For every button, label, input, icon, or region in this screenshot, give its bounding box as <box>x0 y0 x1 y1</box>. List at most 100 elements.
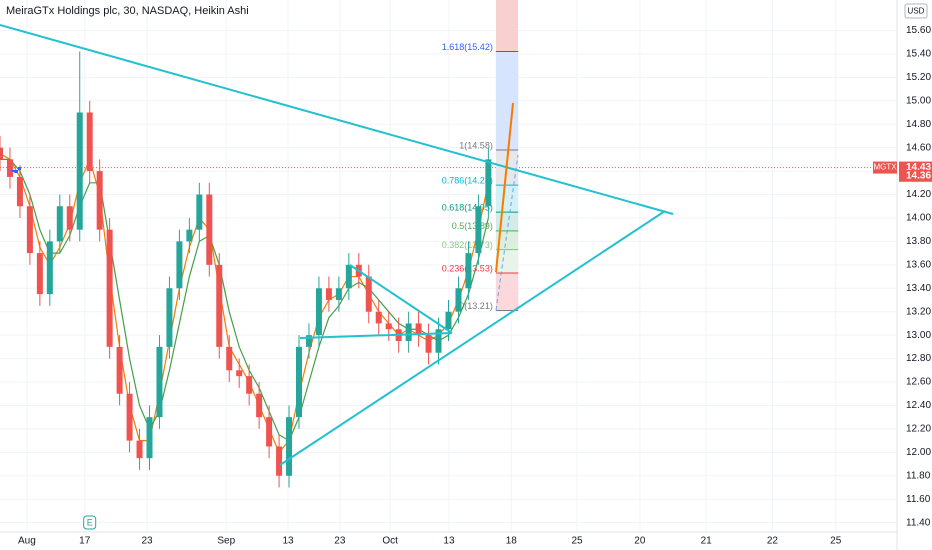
y-tick-label: 13.60 <box>906 259 931 270</box>
x-tick-label: 17 <box>79 536 91 547</box>
fib-zone <box>495 230 519 250</box>
candle-body <box>335 288 342 300</box>
candle-body <box>246 376 253 394</box>
y-tick-label: 13.00 <box>906 330 931 341</box>
candle-body <box>186 229 193 242</box>
candle-body <box>0 147 3 160</box>
fib-zone <box>495 212 519 231</box>
fib-zone <box>495 51 519 150</box>
y-tick-label: 13.20 <box>906 306 931 317</box>
y-tick-label: 13.80 <box>906 236 931 247</box>
moving-average <box>0 152 489 454</box>
y-tick-label: 14.20 <box>906 189 931 200</box>
candle-body <box>26 206 33 254</box>
candle-body <box>106 229 113 347</box>
last-price: 14.43 <box>906 162 931 173</box>
candle-body <box>236 370 243 377</box>
candle-body <box>256 393 263 418</box>
candle-body <box>196 194 203 230</box>
moving-average <box>0 158 489 442</box>
trendline <box>299 332 453 339</box>
x-tick-label: 18 <box>506 536 518 547</box>
candles <box>0 51 492 488</box>
candle-body <box>325 288 332 300</box>
candle-body <box>206 194 213 265</box>
candle-body <box>266 417 273 447</box>
candle-body <box>6 159 13 177</box>
candle-body <box>276 446 283 476</box>
trendline <box>279 210 666 466</box>
trendlines <box>0 24 674 466</box>
y-tick-label: 15.40 <box>906 49 931 60</box>
candle-body <box>296 346 302 418</box>
projection <box>495 102 514 273</box>
trendline <box>349 264 453 334</box>
candle-body <box>405 323 412 341</box>
candle-body <box>485 159 492 207</box>
currency: USD <box>908 7 925 16</box>
y-tick-label: 14.80 <box>906 119 931 130</box>
y-tick-label: 12.80 <box>906 353 931 364</box>
candle-body <box>176 241 183 289</box>
earnings-label: E <box>87 517 93 527</box>
x-tick-label: 25 <box>830 536 842 547</box>
marker <box>10 167 21 173</box>
fib-label: 0.618(14.05) <box>442 202 493 212</box>
fib-label: 1.618(15.42) <box>442 42 493 52</box>
fib-extension-zone <box>496 0 518 52</box>
candle-body <box>415 323 422 336</box>
x-tick-label: Sep <box>217 536 235 547</box>
earnings-badge <box>83 515 97 530</box>
y-tick-label: 11.60 <box>906 494 931 505</box>
y-tick-label: 14.60 <box>906 142 931 153</box>
candle-body <box>86 112 93 172</box>
currency-badge <box>904 3 928 19</box>
x-tick-label: 22 <box>767 536 779 547</box>
chart-title: MeiraGTx Holdings plc, 30, NASDAQ, Heiki… <box>6 5 249 17</box>
candle-body <box>455 288 462 312</box>
fib-zone <box>495 185 519 213</box>
fib-label: 1(14.58) <box>459 140 493 150</box>
candle-body <box>375 311 382 324</box>
candle-body <box>146 417 153 459</box>
x-tick-label: 20 <box>634 536 646 547</box>
candle-body <box>365 276 372 312</box>
x-tick-label: 13 <box>282 536 294 547</box>
candle-body <box>166 288 173 347</box>
y-tick-label: 11.80 <box>906 470 931 481</box>
candle-body <box>46 241 53 295</box>
candle-body <box>445 311 452 330</box>
markers <box>10 167 21 173</box>
symbol-badge <box>873 161 897 174</box>
y-tick-label: 12.20 <box>906 424 931 435</box>
y-tick-label: 14.00 <box>906 213 931 224</box>
price-axis <box>897 0 932 535</box>
candle-body <box>156 346 163 418</box>
axes: 11.40 11.60 11.80 12.00 12.20 12.40 12.60 12.80… <box>18 25 932 547</box>
symbol: MGTX <box>873 163 897 172</box>
candle-body <box>56 206 63 242</box>
candle-body <box>475 206 482 254</box>
y-tick-label: 15.20 <box>906 72 931 83</box>
candle-body <box>435 329 442 353</box>
candle-body <box>66 206 73 230</box>
fib-label: 0.382(13.73) <box>442 240 493 250</box>
y-tick-label: 15.60 <box>906 25 931 36</box>
candle-body <box>126 393 133 441</box>
x-tick-label: 13 <box>443 536 455 547</box>
x-tick-label: Oct <box>382 536 398 547</box>
candle-body <box>136 440 143 459</box>
candle-body <box>76 112 83 230</box>
fib-zone <box>495 273 519 311</box>
y-tick-label: 12.40 <box>906 400 931 411</box>
y-tick-label: 13.40 <box>906 283 931 294</box>
x-tick-label: Aug <box>18 536 36 547</box>
trendline <box>0 24 674 215</box>
y-tick-label: 12.60 <box>906 377 931 388</box>
fib-label: 0.5(13.89) <box>452 221 493 231</box>
fib-label: 0(13.21) <box>459 301 493 311</box>
candle-body <box>36 253 43 295</box>
candle-body <box>315 288 322 336</box>
y-tick-label: 11.40 <box>906 517 931 528</box>
prev-close: 14.36 <box>906 170 931 181</box>
